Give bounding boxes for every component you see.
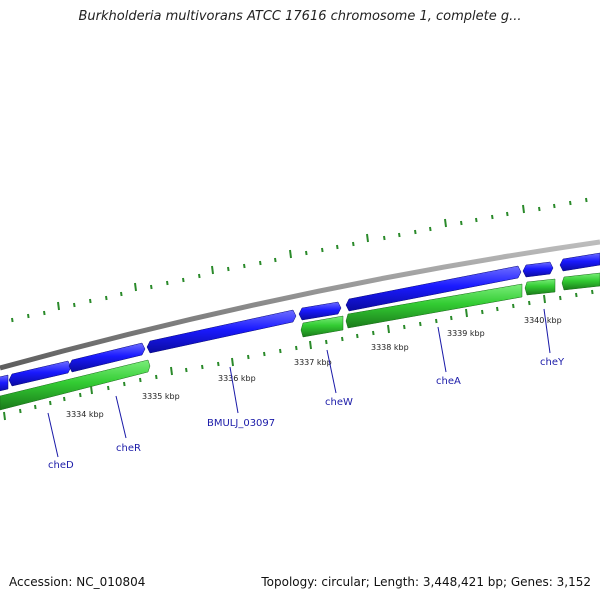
gene-leader-lines <box>47 308 551 458</box>
gene-label-BMULJ_03097[interactable]: BMULJ_03097 <box>207 418 275 429</box>
gene-label-cheR[interactable]: cheR <box>116 443 141 454</box>
inner-tick-ring <box>3 289 594 421</box>
gene-label-cheW[interactable]: cheW <box>325 397 353 408</box>
gene-arrow[interactable] <box>298 301 342 321</box>
gene-arrow[interactable] <box>8 360 72 387</box>
kbp-label: 3335 kbp <box>142 392 180 401</box>
summary-text: Topology: circular; Length: 3,448,421 bp… <box>261 575 591 589</box>
gene-arrow[interactable] <box>522 261 554 278</box>
accession-text: Accession: NC_010804 <box>9 575 146 589</box>
forward-strand-genes <box>0 252 600 392</box>
gene-arrow[interactable] <box>524 278 556 296</box>
kbp-label: 3336 kbp <box>218 374 256 383</box>
gene-arrow[interactable] <box>0 359 151 411</box>
kbp-label: 3338 kbp <box>371 343 409 352</box>
outer-tick-ring <box>11 197 588 323</box>
gene-arrow[interactable] <box>559 252 600 272</box>
gene-arrow[interactable] <box>0 374 9 392</box>
gene-labels: cheD cheR BMULJ_03097 cheW cheA cheY <box>48 357 565 471</box>
gene-arrow[interactable] <box>300 315 344 338</box>
gene-label-cheA[interactable]: cheA <box>436 376 461 387</box>
gene-arrow[interactable] <box>146 309 297 354</box>
gene-label-cheY[interactable]: cheY <box>540 357 565 368</box>
kbp-label: 3334 kbp <box>66 410 104 419</box>
kbp-scale-labels: 3334 kbp 3335 kbp 3336 kbp 3337 kbp 3338… <box>66 316 562 419</box>
map-title: Burkholderia multivorans ATCC 17616 chro… <box>78 9 522 24</box>
gene-label-cheD[interactable]: cheD <box>48 460 74 471</box>
kbp-label: 3339 kbp <box>447 329 485 338</box>
genome-backbone <box>0 239 600 371</box>
gene-arrow[interactable] <box>68 342 146 373</box>
gene-arrow[interactable] <box>561 272 600 291</box>
kbp-label: 3337 kbp <box>294 358 332 367</box>
reverse-strand-genes <box>0 272 600 411</box>
gene-arrow[interactable] <box>345 283 523 329</box>
gene-arrow[interactable] <box>345 265 522 312</box>
kbp-label: 3340 kbp <box>524 316 562 325</box>
